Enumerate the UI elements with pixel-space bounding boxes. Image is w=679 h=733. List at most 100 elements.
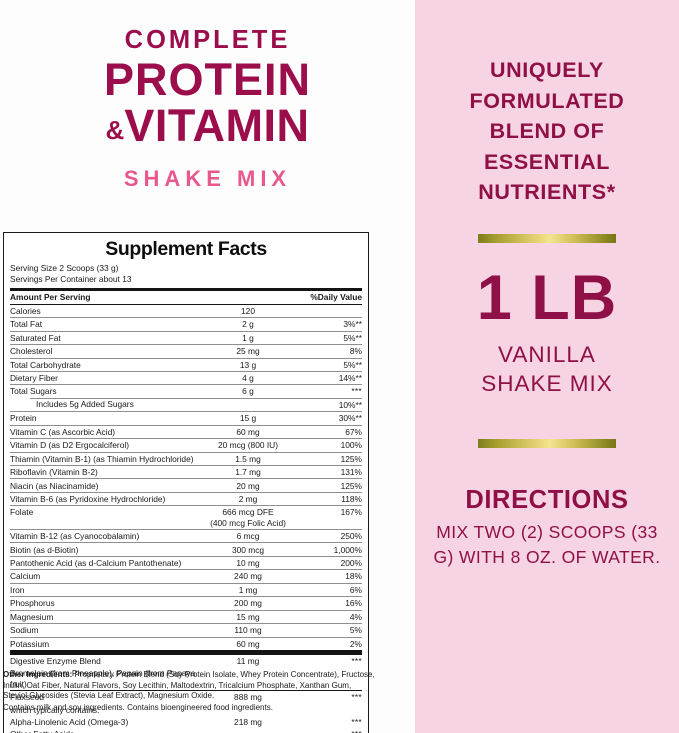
nutrient-dv: 125% xyxy=(300,478,362,493)
nutrient-name: Calories xyxy=(10,305,41,316)
table-row: Pantothenic Acid (as d-Calcium Pantothen… xyxy=(10,555,362,570)
nutrient-name: Vitamin C (as Ascorbic Acid) xyxy=(10,424,196,439)
nutrient-amount: 666 mcg DFE xyxy=(222,507,274,518)
nutrient-dv: *** xyxy=(300,690,362,704)
nutrient-amount: 20 mcg (800 IU) xyxy=(196,438,300,453)
nutrient-dv: 16% xyxy=(300,596,362,611)
nutrient-amount: 120 xyxy=(241,305,255,316)
nutrient-name: Digestive Enzyme Blend xyxy=(10,656,101,667)
nutrient-dv: 131% xyxy=(300,464,362,479)
gold-divider-bar-bottom xyxy=(478,438,616,448)
nutrient-amount: 1 mg xyxy=(196,582,300,597)
nutrient-name: Includes 5g Added Sugars xyxy=(10,398,197,411)
nutrient-name: which typically contains: xyxy=(10,704,100,715)
nutrient-amount: 60 mg xyxy=(196,636,300,650)
nutrient-dv: 118% xyxy=(300,491,362,506)
table-row: Vitamin C (as Ascorbic Acid) 60 mg 67% xyxy=(10,424,362,439)
nutrient-name: Total Carbohydrate xyxy=(10,357,196,372)
nutrient-name: Thiamin (Vitamin B-1) (as Thiamin Hydroc… xyxy=(10,451,196,466)
nutrient-name: Alpha-Linolenic Acid (Omega-3) xyxy=(10,717,129,728)
nutrient-name: Iron xyxy=(10,582,196,597)
net-weight: 1 LB xyxy=(476,262,618,333)
table-row: Phosphorus 200 mg 16% xyxy=(10,596,362,611)
table-row: Flaxseed 888 mg *** xyxy=(10,690,362,704)
nutrient-amount xyxy=(196,728,300,733)
nutrient-name: Total Fat xyxy=(10,317,196,332)
nutrient-amount: 13 g xyxy=(196,357,300,372)
nutrient-name: Biotin (as d-Biotin) xyxy=(10,542,196,557)
table-row: Digestive Enzyme Blend 11 mg *** xyxy=(10,655,362,667)
nutrient-dv: 3%** xyxy=(300,317,362,332)
title-line-shake-mix: SHAKE MIX xyxy=(123,166,292,192)
nutrient-dv: *** xyxy=(351,717,362,728)
left-column: COMPLETE PROTEIN &VITAMIN SHAKE MIX Supp… xyxy=(3,26,375,733)
title-line-complete: COMPLETE xyxy=(124,26,291,54)
nutrient-dv: 125% xyxy=(300,451,362,466)
nutrition-rows: Calories 120 Total Fat 2 g 3%** Saturated F… xyxy=(10,305,362,650)
table-row: Total Sugars 6 g *** xyxy=(10,384,362,399)
product-type: SHAKE MIX xyxy=(481,371,613,397)
table-row: Other Fatty Acids *** xyxy=(10,728,362,733)
table-row: Bromelain (from Pineapple), Papain (from… xyxy=(10,667,362,690)
nutrient-name: Phosphorus xyxy=(10,596,196,611)
nutrient-amount: 240 mg xyxy=(196,569,300,584)
table-row: Calories 120 xyxy=(10,305,362,318)
flavor-block: VANILLA SHAKE MIX xyxy=(481,340,613,399)
table-row: Protein 15 g 30%** xyxy=(10,411,362,426)
nutrient-name: Calcium xyxy=(10,569,196,584)
nutrient-amount: 2 g xyxy=(196,317,300,332)
table-row: Vitamin B-12 (as Cyanocobalamin) 6 mcg 250… xyxy=(10,528,362,543)
nutrient-name: Total Sugars xyxy=(10,384,196,399)
nutrient-dv: 30%** xyxy=(300,411,362,426)
nutrient-dv: 8% xyxy=(300,344,362,358)
table-row: Cholesterol 25 mg 8% xyxy=(10,344,362,358)
headline-nutrients: UNIQUELY FORMULATED BLEND OF ESSENTIAL N… xyxy=(469,58,625,205)
allergen-statement: Contains milk and soy ingredients. Conta… xyxy=(3,702,273,712)
nutrient-amount: 2 mg xyxy=(196,491,300,506)
nutrient-amount-secondary: (400 mcg Folic Acid) xyxy=(210,517,286,528)
table-row: Sodium 110 mg 5% xyxy=(10,623,362,637)
nutrient-amount: 110 mg xyxy=(196,623,300,637)
servings-per-container: Servings Per Container about 13 xyxy=(10,274,132,285)
nutrient-amount: 11 mg xyxy=(236,656,260,667)
divider-thick-blend xyxy=(10,649,362,655)
ampersand-glyph: & xyxy=(105,115,125,146)
table-row: Magnesium 15 mg 4% xyxy=(10,609,362,624)
serving-size: Serving Size 2 Scoops (33 g) xyxy=(10,263,119,274)
nutrient-dv: 1,000% xyxy=(300,542,362,557)
nutrient-name: Dietary Fiber xyxy=(10,370,196,385)
nutrient-name: Flaxseed xyxy=(10,690,196,704)
nutrient-name: Vitamin B-6 (as Pyridoxine Hydrochloride… xyxy=(10,491,196,506)
other-ingredients-block: Other Ingredients: Proprietary Protein B… xyxy=(3,670,375,714)
divider-after-header xyxy=(10,303,362,305)
nutrient-dv: 200% xyxy=(300,555,362,570)
gold-divider-bar-top xyxy=(478,233,616,243)
supplement-facts-title: Supplement Facts xyxy=(105,238,267,260)
table-row: Includes 5g Added Sugars 10%** xyxy=(10,397,362,412)
nutrient-name: Magnesium xyxy=(10,609,196,624)
nutrient-dv: *** xyxy=(300,728,362,733)
nutrient-amount: 1.7 mg xyxy=(196,464,300,479)
nutrient-amount: 15 g xyxy=(196,411,300,426)
table-row: which typically contains: xyxy=(10,704,362,716)
nutrient-name: Bromelain (from Pineapple), Papain (from… xyxy=(10,668,196,689)
nutrient-amount: 300 mcg xyxy=(196,542,300,557)
header-amount-per-serving: Amount Per Serving xyxy=(10,292,91,303)
table-row: Potassium 60 mg 2% xyxy=(10,636,362,650)
nutrient-name: Folate xyxy=(10,505,196,530)
table-row: Vitamin D (as D2 Ergocalciferol) 20 mcg (… xyxy=(10,438,362,453)
nutrient-amount: 15 mg xyxy=(196,609,300,624)
nutrient-dv: 18% xyxy=(300,569,362,584)
other-ingredients-heading: Other Ingredients: xyxy=(3,670,73,679)
table-row: Biotin (as d-Biotin) 300 mcg 1,000% xyxy=(10,542,362,557)
nutrient-amount: 60 mg xyxy=(196,424,300,439)
nutrient-amount: 6 mcg xyxy=(196,528,300,543)
supplement-facts-panel: Supplement Facts Serving Size 2 Scoops (… xyxy=(3,232,369,733)
nutrient-name: Niacin (as Niacinamide) xyxy=(10,478,196,493)
blend-table: Digestive Enzyme Blend 11 mg *** Bromelain… xyxy=(10,655,362,733)
table-row: Vitamin B-6 (as Pyridoxine Hydrochloride… xyxy=(10,491,362,506)
nutrient-amount: 4 g xyxy=(196,370,300,385)
table-row: Saturated Fat 1 g 5%** xyxy=(10,330,362,345)
nutrient-amount: 1.5 mg xyxy=(196,451,300,466)
